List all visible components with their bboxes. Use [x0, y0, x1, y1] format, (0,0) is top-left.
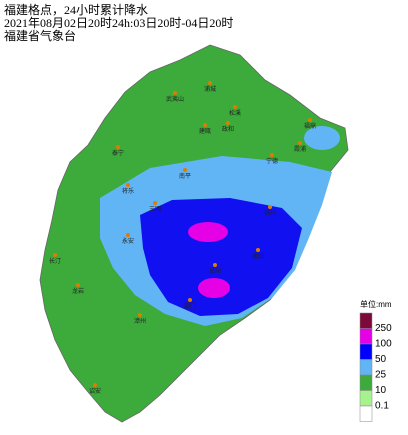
- city-dot: [93, 383, 97, 387]
- rain-100-a: [188, 222, 228, 242]
- city-label: 泰宁: [112, 149, 124, 157]
- city-dot: [308, 118, 312, 122]
- legend-label: 100: [375, 339, 392, 350]
- city-label: 福州: [264, 209, 276, 217]
- city-dot: [53, 253, 57, 257]
- city-dot: [203, 123, 207, 127]
- city-label: 宁德: [266, 157, 278, 165]
- city-dot: [76, 283, 80, 287]
- legend-swatch: [359, 343, 373, 360]
- city-label: 厦门: [184, 302, 196, 310]
- city-dot: [233, 105, 237, 109]
- city-dot: [270, 153, 274, 157]
- city-dot: [208, 81, 212, 85]
- city-label: 福鼎: [304, 122, 316, 130]
- city-label: 永安: [122, 237, 134, 245]
- city-label: 浦城: [204, 85, 216, 93]
- city-dot: [226, 121, 230, 125]
- legend-unit: 单位:mm: [360, 299, 392, 309]
- city-label: 诏安: [89, 387, 101, 395]
- city-label: 长汀: [49, 257, 61, 265]
- legend-label: 50: [375, 354, 387, 365]
- city-dot: [213, 263, 217, 267]
- period: 2021年08月02日20时24h:03日20时-04日20时: [4, 16, 233, 30]
- legend-swatch: [359, 374, 373, 391]
- city-dot: [173, 91, 177, 95]
- city-dot: [116, 145, 120, 149]
- legend-label: 10: [375, 385, 387, 396]
- city-label: 政和: [222, 125, 234, 133]
- city-dot: [138, 313, 142, 317]
- legend-label: 25: [375, 370, 387, 381]
- legend-label: 0.1: [375, 401, 389, 412]
- title: 福建格点，24小时累计降水: [4, 2, 148, 17]
- rain-25-coast: [304, 126, 340, 150]
- rain-100-b: [198, 278, 230, 298]
- city-label: 漳州: [134, 317, 146, 325]
- legend-label: 250: [375, 323, 392, 334]
- legend-swatch: [359, 328, 373, 345]
- city-label: 南平: [179, 172, 191, 180]
- city-dot: [126, 233, 130, 237]
- city-dot: [126, 183, 130, 187]
- city-dot: [183, 168, 187, 172]
- rain-50: [140, 198, 302, 316]
- legend-swatch: [359, 390, 373, 407]
- city-label: 松溪: [229, 109, 241, 117]
- city-label: 莆田: [252, 252, 264, 260]
- city-dot: [298, 141, 302, 145]
- city-label: 三明: [149, 206, 161, 213]
- legend: 单位:mm 250 100 50 25 10 0.1: [359, 299, 392, 422]
- city-dot: [188, 298, 192, 302]
- city-label: 龙岩: [72, 287, 84, 295]
- city-label: 建瓯: [199, 127, 211, 135]
- city-dot: [153, 201, 157, 205]
- city-dot: [256, 248, 260, 252]
- city-label: 将乐: [122, 187, 134, 195]
- legend-swatch: [359, 312, 373, 329]
- city-label: 泉州: [209, 267, 221, 275]
- city-label: 武夷山: [166, 95, 184, 103]
- legend-swatch: [359, 359, 373, 376]
- source: 福建省气象台: [4, 28, 76, 43]
- city-dot: [268, 205, 272, 209]
- legend-swatch: [359, 405, 373, 422]
- city-label: 霞浦: [294, 145, 306, 153]
